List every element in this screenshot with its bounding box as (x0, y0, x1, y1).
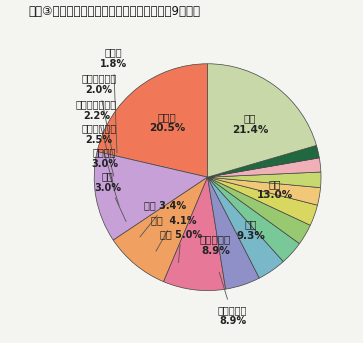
Text: フィリピン
8.9%: フィリピン 8.9% (218, 272, 247, 326)
Wedge shape (97, 64, 208, 177)
Wedge shape (208, 177, 310, 244)
Wedge shape (208, 172, 321, 188)
Text: 香港 3.4%: 香港 3.4% (140, 201, 186, 237)
Wedge shape (208, 158, 321, 177)
Wedge shape (208, 177, 318, 225)
Wedge shape (113, 177, 208, 282)
Text: 米国
21.4%: 米国 21.4% (232, 113, 268, 135)
Text: 図表③　発信時間数における対地別シェア（9年度）: 図表③ 発信時間数における対地別シェア（9年度） (28, 5, 200, 18)
Text: シンガポール
2.5%: シンガポール 2.5% (81, 123, 116, 190)
Wedge shape (208, 177, 299, 262)
Text: フィリピン
8.9%: フィリピン 8.9% (200, 234, 231, 256)
Text: その他
20.5%: その他 20.5% (149, 112, 185, 133)
Wedge shape (208, 177, 321, 205)
Wedge shape (94, 152, 208, 240)
Text: カナダ
1.8%: カナダ 1.8% (100, 47, 127, 153)
Text: インドネシア
2.0%: インドネシア 2.0% (81, 73, 116, 164)
Text: 中国
13.0%: 中国 13.0% (256, 179, 293, 200)
Text: タイ  4.1%: タイ 4.1% (151, 215, 196, 251)
Text: オーストラリア
2.2%: オーストラリア 2.2% (76, 99, 117, 176)
Text: 台湾 5.0%: 台湾 5.0% (160, 229, 202, 263)
Text: 英国
3.0%: 英国 3.0% (94, 171, 126, 222)
Wedge shape (164, 177, 226, 291)
Wedge shape (208, 145, 319, 177)
Text: ブラジル
3.0%: ブラジル 3.0% (91, 147, 119, 205)
Text: 韓国
9.3%: 韓国 9.3% (236, 219, 265, 240)
Wedge shape (208, 64, 317, 177)
Wedge shape (208, 177, 259, 289)
Wedge shape (208, 177, 283, 278)
